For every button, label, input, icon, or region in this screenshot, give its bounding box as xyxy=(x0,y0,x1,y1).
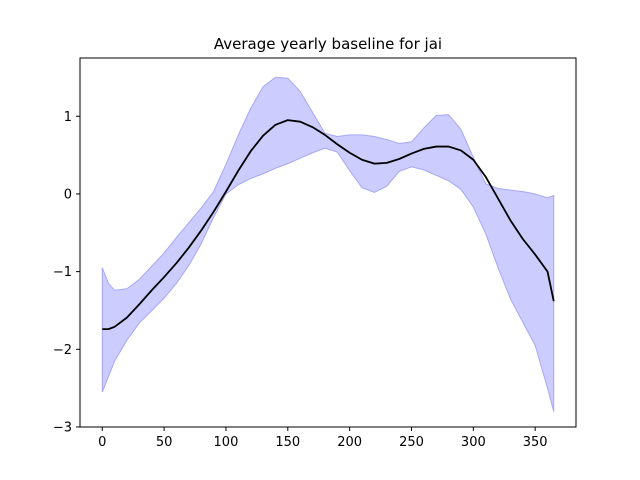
x-tick-label: 250 xyxy=(399,435,424,450)
x-tick-label: 50 xyxy=(156,435,173,450)
x-tick-label: 0 xyxy=(98,435,106,450)
chart-title: Average yearly baseline for jai xyxy=(214,35,442,53)
x-tick-label: 150 xyxy=(275,435,300,450)
y-tick-label: −3 xyxy=(53,421,72,436)
x-tick-label: 350 xyxy=(523,435,548,450)
y-tick-label: 1 xyxy=(64,110,72,125)
y-tick-label: −2 xyxy=(53,343,72,358)
x-axis: 0 50 100 150 200 250 300 350 xyxy=(98,427,548,450)
x-tick-label: 300 xyxy=(461,435,486,450)
mean-line xyxy=(102,119,555,331)
plot-frame xyxy=(79,57,577,428)
y-tick-label: −1 xyxy=(53,265,72,280)
x-tick-label: 100 xyxy=(214,435,239,450)
x-tick-label: 200 xyxy=(337,435,362,450)
line-layer xyxy=(102,119,555,331)
band-layer xyxy=(101,76,555,412)
y-axis: −3 −2 −1 0 1 xyxy=(53,110,80,436)
confidence-band xyxy=(101,76,555,412)
y-tick-label: 0 xyxy=(64,187,72,202)
